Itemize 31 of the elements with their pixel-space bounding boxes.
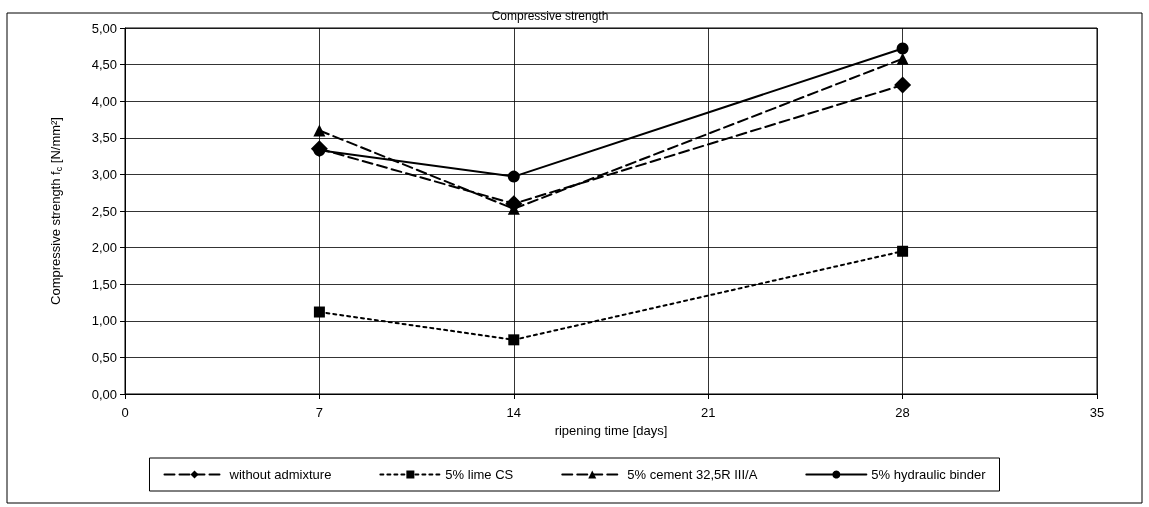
- legend-label: 5% hydraulic binder: [871, 467, 987, 482]
- point: [896, 42, 909, 55]
- point: [507, 170, 520, 183]
- y-tick-label: 5,00: [91, 20, 117, 36]
- point: [313, 124, 326, 137]
- x-tick-label: 14: [506, 405, 522, 420]
- y-tick-label: 0,00: [91, 386, 117, 402]
- x-axis-title: ripening time [days]: [554, 422, 668, 438]
- x-tick-label: 35: [1089, 405, 1105, 420]
- x-tick-label: 28: [895, 405, 910, 420]
- y-tick-label: 2,50: [91, 203, 117, 219]
- y-tick-label: 1,00: [91, 313, 117, 329]
- y-tick-label: 4,50: [91, 57, 117, 73]
- y-tick-label: 3,00: [91, 166, 117, 182]
- y-tick-label: 2,00: [91, 240, 117, 256]
- legend-label: without admixture: [228, 467, 332, 482]
- point: [894, 76, 912, 94]
- point: [897, 245, 909, 257]
- legend-label: 5% lime CS: [445, 467, 514, 482]
- x-tick-label: 21: [700, 405, 716, 420]
- point: [313, 306, 325, 318]
- y-tick-label: 1,50: [91, 276, 117, 292]
- x-tick-label: 7: [315, 405, 324, 420]
- y-tick-label: 4,00: [91, 93, 117, 109]
- y-tick-label: 3,50: [91, 130, 117, 146]
- legend-label: 5% cement 32,5R III/A: [627, 467, 758, 482]
- chart-title: Compressive strength: [491, 9, 609, 23]
- point: [508, 334, 520, 346]
- y-axis-title: Compressive strength fc [N/mm²]: [48, 117, 64, 305]
- y-tick-label: 0,50: [91, 349, 117, 365]
- x-tick-label: 0: [121, 405, 129, 420]
